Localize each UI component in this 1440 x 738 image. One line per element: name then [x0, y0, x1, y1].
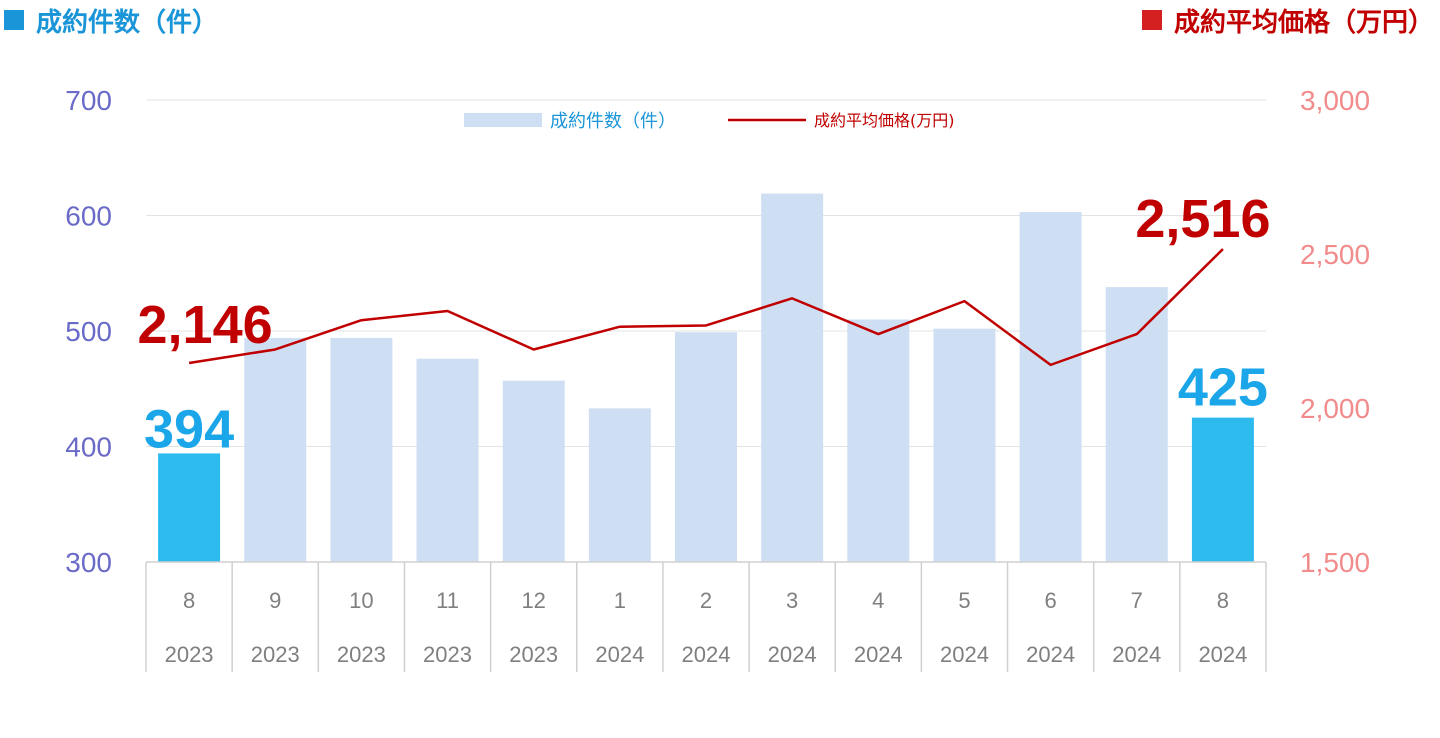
year-label: 2023 — [251, 642, 300, 667]
right-axis: 1,500 2,000 2,500 3,000 — [1300, 85, 1370, 578]
left-tick-label: 600 — [65, 201, 112, 232]
month-label: 7 — [1131, 588, 1143, 613]
price-line-path — [188, 248, 1224, 367]
right-legend-square-icon — [1141, 10, 1162, 30]
bar — [1019, 212, 1082, 562]
bar — [330, 337, 393, 562]
month-label: 10 — [349, 588, 373, 613]
left-tick-label: 400 — [65, 432, 112, 463]
left-axis-title-text: 成約件数（件） — [36, 7, 219, 38]
right-tick-label: 3,000 — [1300, 85, 1370, 116]
category-axis: 8 2023 9 2023 10 2023 11 2023 12 2023 1 2024 2 2024 3 2… — [145, 561, 1267, 672]
bar-first-value-label: 394 — [144, 399, 234, 459]
annotations: 394 425 2,146 2,516 — [138, 189, 1271, 459]
year-label: 2024 — [1026, 642, 1075, 667]
left-legend-square-icon — [4, 10, 24, 30]
left-tick-label: 300 — [65, 547, 112, 578]
line-first-value-label: 2,146 — [138, 295, 273, 355]
year-label: 2024 — [768, 642, 817, 667]
right-axis-title: 成約平均価格（万円） — [1141, 0, 1434, 40]
bar-last-value-label: 425 — [1178, 358, 1268, 418]
month-label: 5 — [958, 588, 970, 613]
left-axis-title: 成約件数（件） — [4, 0, 218, 40]
bar — [847, 319, 910, 562]
bar — [588, 408, 651, 562]
left-tick-label: 700 — [65, 85, 112, 116]
legend-bar-swatch — [464, 113, 542, 127]
month-label: 12 — [521, 588, 545, 613]
year-label: 2023 — [337, 642, 386, 667]
year-label: 2024 — [1112, 642, 1161, 667]
legend-bar-label: 成約件数（件） — [550, 111, 676, 132]
right-tick-label: 2,500 — [1300, 239, 1370, 270]
right-tick-label: 2,000 — [1300, 393, 1370, 424]
month-label: 8 — [1217, 588, 1229, 613]
bar — [244, 337, 307, 562]
month-label: 9 — [269, 588, 281, 613]
year-label: 2023 — [509, 642, 558, 667]
right-axis-title-text: 成約平均価格（万円） — [1173, 7, 1434, 38]
month-label: 3 — [786, 588, 798, 613]
bar — [158, 453, 221, 562]
line-last-value-label: 2,516 — [1135, 189, 1270, 249]
bar — [502, 380, 565, 562]
month-label: 4 — [872, 588, 884, 613]
bar — [1105, 287, 1168, 562]
month-label: 2 — [700, 588, 712, 613]
bar — [1191, 417, 1254, 562]
bar — [761, 193, 824, 562]
year-label: 2023 — [165, 642, 214, 667]
month-label: 11 — [436, 588, 459, 613]
legend-line-label: 成約平均価格(万円) — [814, 111, 955, 130]
month-label: 6 — [1044, 588, 1056, 613]
right-tick-label: 1,500 — [1300, 547, 1370, 578]
left-axis: 300 400 500 600 700 — [65, 85, 112, 578]
price-line — [188, 248, 1224, 367]
year-label: 2024 — [940, 642, 989, 667]
year-label: 2024 — [595, 642, 644, 667]
bar — [675, 332, 737, 562]
left-tick-label: 500 — [65, 316, 112, 347]
legend: 成約件数（件） 成約平均価格(万円) — [464, 111, 955, 132]
bar — [933, 328, 996, 562]
year-label: 2024 — [854, 642, 903, 667]
month-label: 8 — [183, 588, 195, 613]
year-label: 2023 — [423, 642, 472, 667]
bars — [158, 193, 1254, 562]
bar — [416, 358, 479, 562]
year-label: 2024 — [682, 642, 731, 667]
year-label: 2024 — [1198, 642, 1247, 667]
month-label: 1 — [614, 588, 626, 613]
